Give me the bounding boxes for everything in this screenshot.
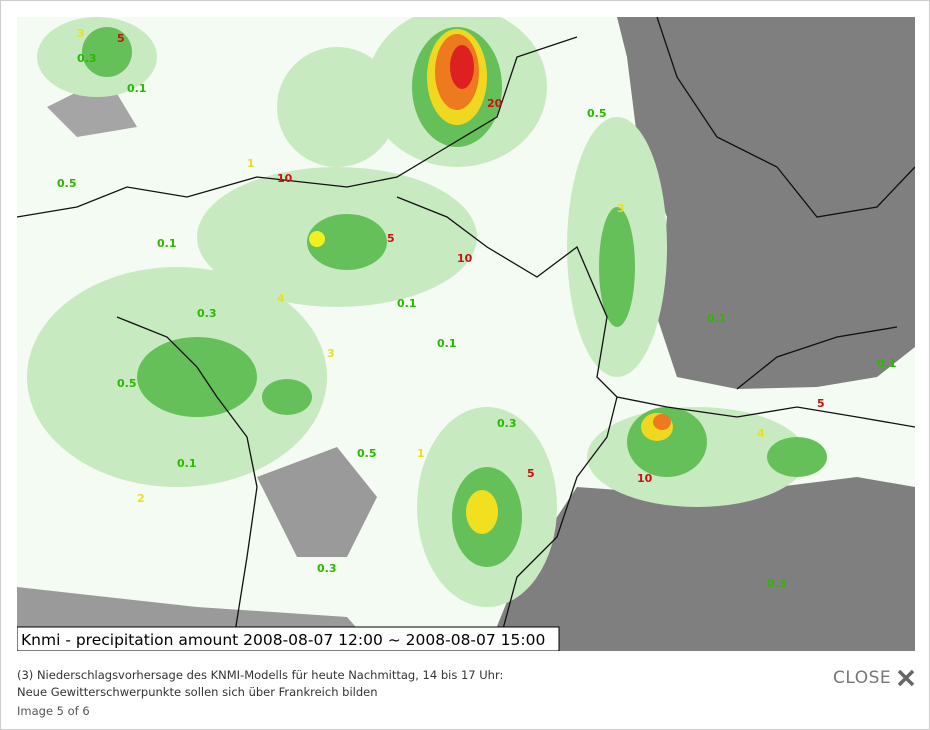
caption-line: (3) Niederschlagsvorhersage des KNMI-Mod… (17, 668, 504, 682)
map-labels: 0.3 0.1 0.5 0.1 0.3 0.5 0.1 0.3 0.5 0.1 0.1 0.3 0.5 0… (57, 27, 897, 590)
map-label: 5 (387, 232, 395, 245)
map-label: 0.1 (707, 312, 727, 325)
map-label: 0.5 (117, 377, 137, 390)
map-label: 3 (77, 27, 85, 40)
map-label: 0.1 (397, 297, 417, 310)
map-label: 4 (277, 292, 285, 305)
map-label: 10 (457, 252, 473, 265)
map-label: 1 (247, 157, 255, 170)
borders (17, 17, 915, 651)
map-label: 0.3 (317, 562, 337, 575)
map-label: 0.3 (197, 307, 217, 320)
map-label: 0.5 (587, 107, 607, 120)
map-label: 0.3 (497, 417, 517, 430)
map-label: 0.3 (77, 52, 97, 65)
map-caption: Knmi - precipitation amount 2008-08-07 1… (21, 631, 545, 649)
map-label: 0.1 (177, 457, 197, 470)
map-label: 2 (137, 492, 145, 505)
map-label: 10 (277, 172, 293, 185)
map-label: 3 (327, 347, 335, 360)
close-button[interactable]: CLOSE (833, 668, 892, 688)
map-label: 3 (617, 202, 625, 215)
close-icon[interactable] (896, 668, 916, 688)
map-label: 0.3 (767, 577, 787, 590)
map-label: 0.1 (437, 337, 457, 350)
map-label: 0.1 (877, 357, 897, 370)
map-label: 1 (417, 447, 425, 460)
map-label: 5 (527, 467, 535, 480)
caption-line: Neue Gewitterschwerpunkte sollen sich üb… (17, 685, 378, 699)
map-label: 5 (117, 32, 125, 45)
image-counter: Image 5 of 6 (17, 704, 90, 718)
land-outside (17, 17, 915, 651)
caption-box (17, 626, 560, 651)
map-label: 0.1 (127, 82, 147, 95)
precipitation-map: 0.3 0.1 0.5 0.1 0.3 0.5 0.1 0.3 0.5 0.1 0.1 0.3 0.5 0… (17, 17, 915, 651)
map-label: 0.5 (357, 447, 377, 460)
map-label: 5 (817, 397, 825, 410)
map-label: 0.5 (57, 177, 77, 190)
map-label: 0.1 (157, 237, 177, 250)
map-label: 10 (637, 472, 653, 485)
map-label: 20 (487, 97, 503, 110)
map-label: 4 (757, 427, 765, 440)
precip-heavy (309, 29, 673, 534)
